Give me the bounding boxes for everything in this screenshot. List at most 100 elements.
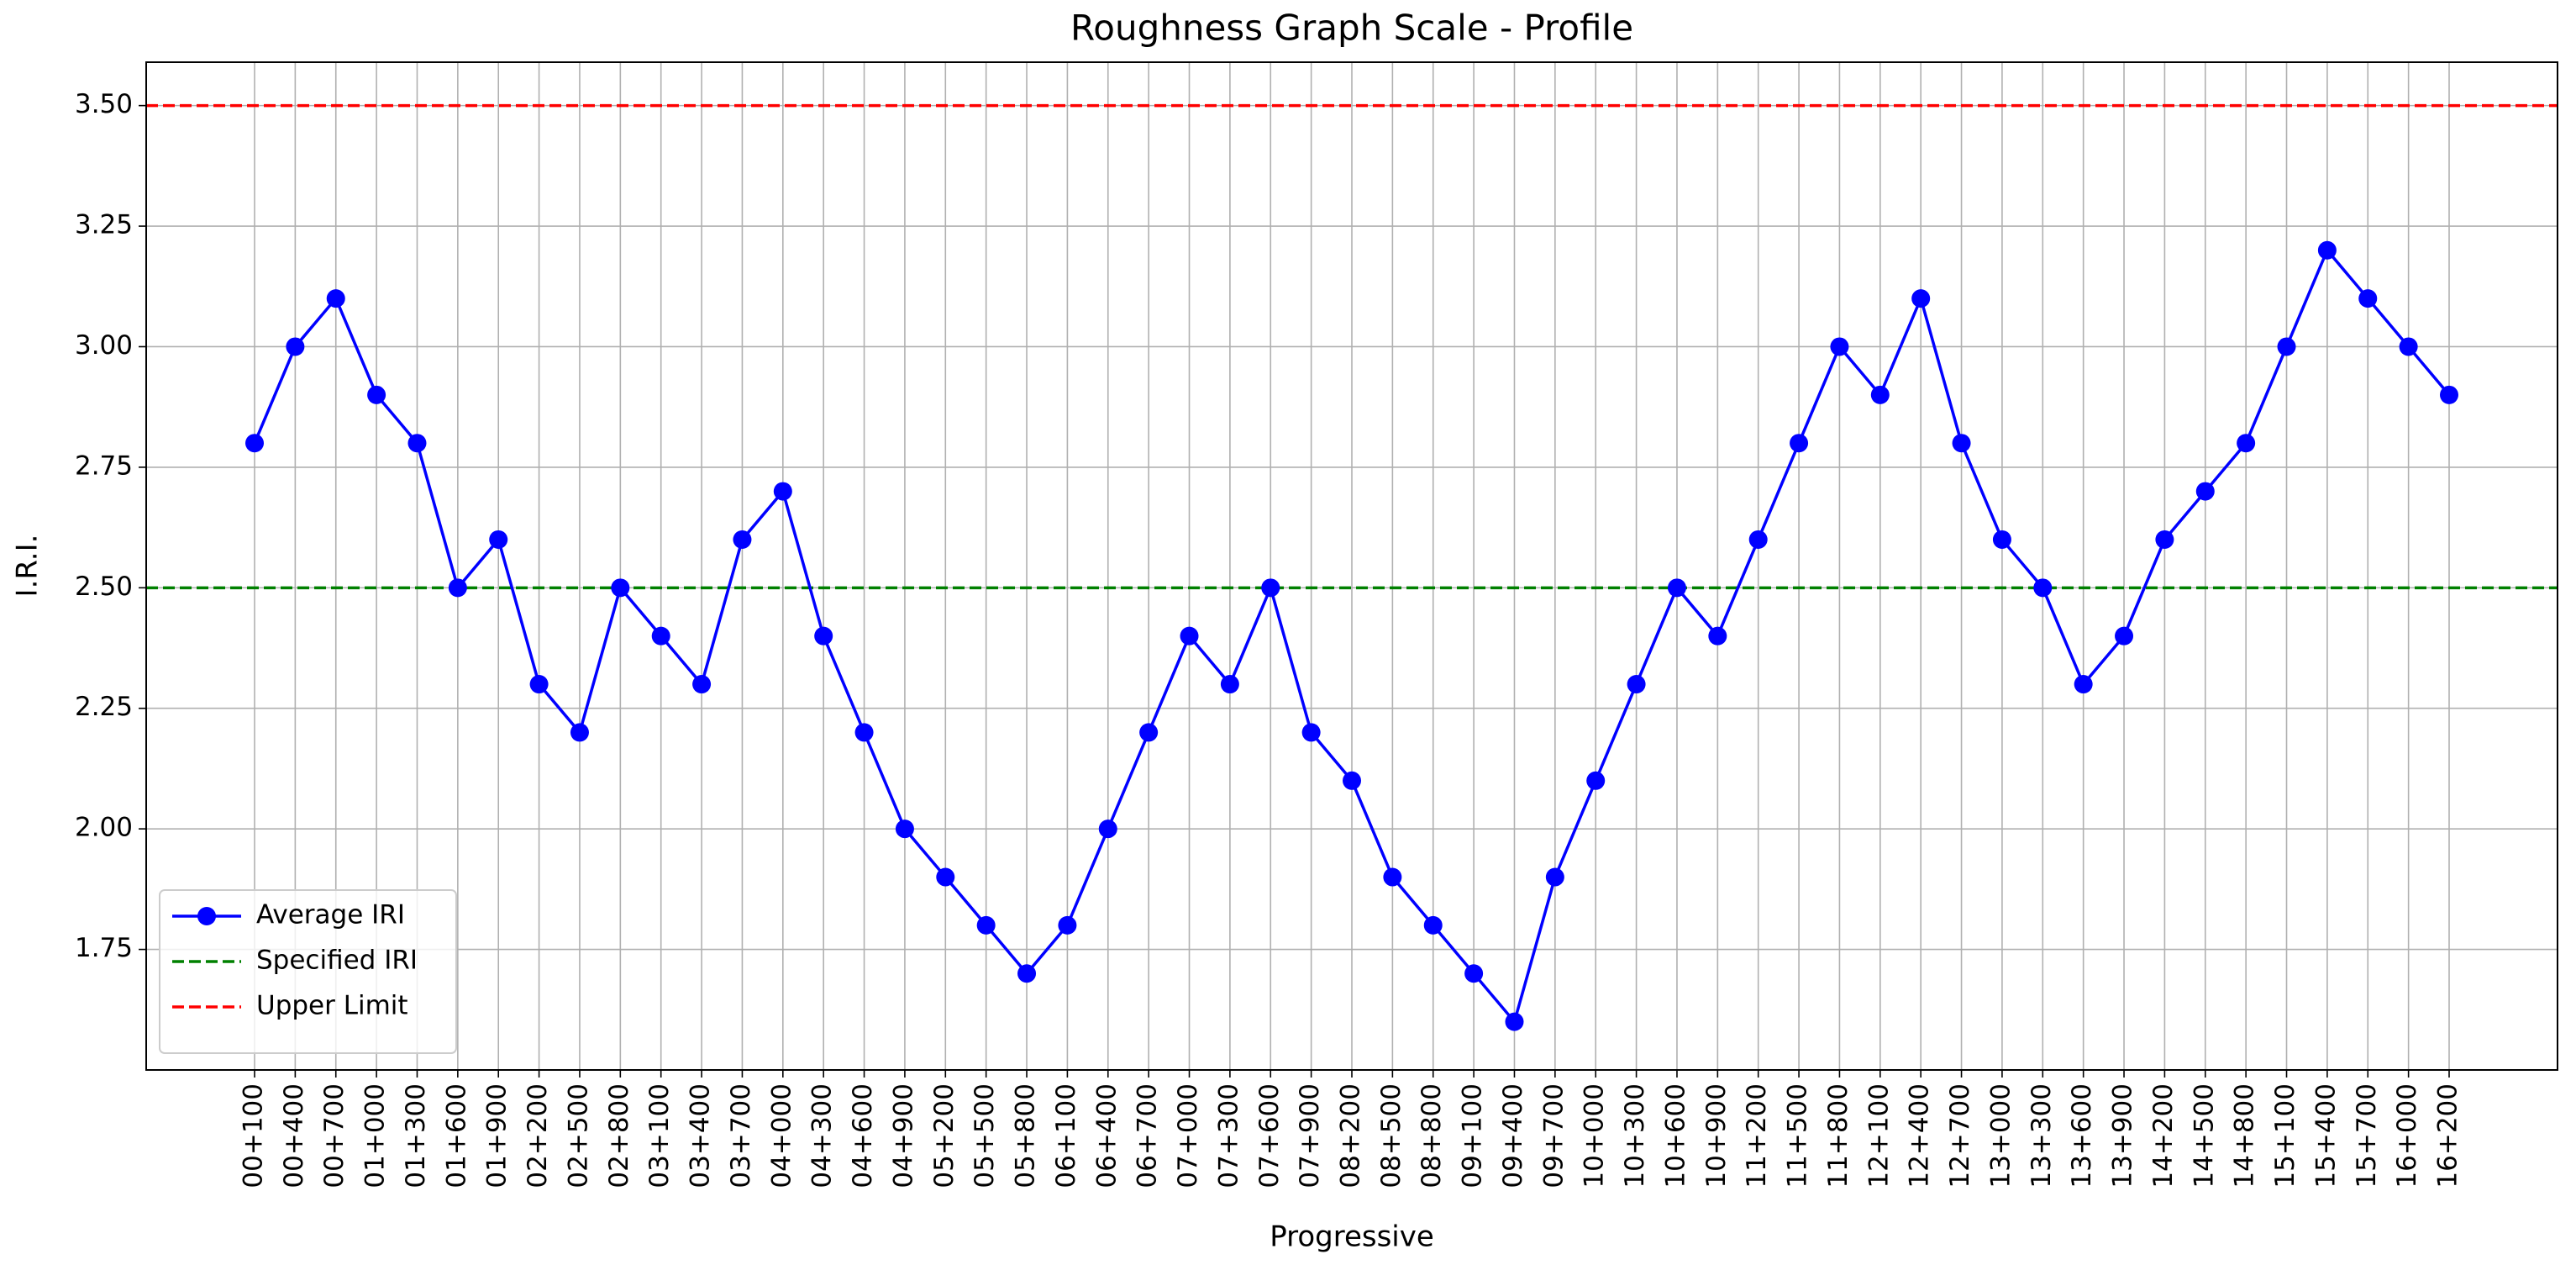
data-point [1058, 915, 1077, 935]
x-tick-label: 11+500 [1783, 1083, 1813, 1188]
y-tick-label: 2.50 [75, 572, 133, 602]
data-point [489, 530, 508, 549]
data-point [2237, 434, 2256, 453]
legend-marker [197, 907, 216, 925]
x-axis-label: Progressive [1270, 1220, 1434, 1254]
data-point [326, 289, 345, 308]
x-tick-label: 07+600 [1254, 1083, 1285, 1188]
x-tick-label: 03+100 [644, 1083, 675, 1188]
data-point [1139, 723, 1159, 742]
data-point [1790, 434, 1809, 453]
y-tick-label: 1.75 [75, 933, 133, 963]
y-tick-label: 3.00 [75, 330, 133, 361]
legend-label: Specified IRI [256, 946, 418, 976]
x-tick-label: 01+600 [441, 1083, 471, 1188]
data-point [1992, 530, 2011, 549]
x-tick-label: 12+100 [1864, 1083, 1894, 1188]
x-tick-label: 10+600 [1660, 1083, 1690, 1188]
data-point [1220, 675, 1239, 694]
x-tick-label: 01+900 [482, 1083, 513, 1188]
y-tick-label: 2.25 [75, 692, 133, 722]
x-tick-label: 15+700 [2352, 1083, 2382, 1188]
data-point [1952, 434, 1971, 453]
x-tick-label: 04+000 [766, 1083, 796, 1188]
data-point [1586, 771, 1606, 790]
data-point [2399, 337, 2418, 356]
data-point [529, 675, 549, 694]
legend-box [159, 889, 457, 1054]
x-tick-label: 04+900 [888, 1083, 918, 1188]
data-point [854, 723, 874, 742]
data-point [814, 626, 833, 646]
x-tick-label: 16+200 [2433, 1083, 2463, 1188]
data-point [692, 675, 712, 694]
plot-frame [145, 61, 2558, 1071]
x-tick-label: 03+400 [686, 1083, 716, 1188]
data-point [2115, 626, 2134, 646]
data-point [976, 915, 996, 935]
data-point [1505, 1012, 1524, 1031]
x-tick-label: 12+700 [1945, 1083, 1975, 1188]
y-tick-label: 3.25 [75, 210, 133, 240]
x-tick-label: 12+400 [1905, 1083, 1935, 1188]
data-point [936, 867, 955, 887]
data-point [245, 434, 264, 453]
x-tick-label: 10+900 [1701, 1083, 1732, 1188]
x-tick-label: 07+300 [1213, 1083, 1243, 1188]
data-point [1464, 964, 1484, 983]
data-point [1261, 578, 1280, 598]
data-point [1180, 626, 1199, 646]
data-point [1098, 819, 1117, 839]
x-tick-label: 15+100 [2270, 1083, 2300, 1188]
data-point [2195, 482, 2215, 501]
data-point [1830, 337, 1849, 356]
x-tick-label: 05+800 [1011, 1083, 1041, 1188]
y-tick-label: 2.00 [75, 813, 133, 843]
data-point [2033, 578, 2053, 598]
x-tick-label: 11+800 [1823, 1083, 1853, 1188]
x-tick-label: 05+500 [970, 1083, 1000, 1188]
x-tick-label: 13+900 [2108, 1083, 2138, 1188]
data-point [611, 578, 630, 598]
x-tick-label: 11+200 [1742, 1083, 1772, 1188]
x-tick-label: 02+500 [563, 1083, 593, 1188]
x-tick-label: 03+700 [726, 1083, 756, 1188]
data-point [895, 819, 914, 839]
data-point [2074, 675, 2093, 694]
data-point [1708, 626, 1727, 646]
data-point [1627, 675, 1646, 694]
data-point [1301, 723, 1321, 742]
x-tick-label: 06+100 [1051, 1083, 1081, 1188]
data-point [2155, 530, 2174, 549]
x-tick-label: 13+000 [1985, 1083, 2016, 1188]
x-tick-label: 13+600 [2067, 1083, 2097, 1188]
data-point [651, 626, 670, 646]
x-tick-label: 08+500 [1376, 1083, 1406, 1188]
x-tick-label: 00+100 [239, 1083, 269, 1188]
x-tick-label: 10+300 [1620, 1083, 1650, 1188]
x-tick-label: 05+200 [929, 1083, 959, 1188]
data-point [2358, 289, 2378, 308]
data-point [1423, 915, 1443, 935]
x-tick-label: 09+100 [1458, 1083, 1488, 1188]
data-point [367, 385, 386, 404]
y-tick-label: 3.50 [75, 89, 133, 119]
x-tick-label: 08+200 [1336, 1083, 1366, 1188]
x-tick-label: 09+700 [1538, 1083, 1569, 1188]
x-tick-label: 14+200 [2148, 1083, 2179, 1188]
data-point [1748, 530, 1768, 549]
x-tick-label: 07+000 [1173, 1083, 1203, 1188]
x-tick-label: 04+300 [807, 1083, 838, 1188]
data-point [773, 482, 792, 501]
x-tick-label: 00+400 [279, 1083, 309, 1188]
x-tick-label: 09+400 [1498, 1083, 1528, 1188]
data-point [1667, 578, 1686, 598]
data-point [733, 530, 752, 549]
x-tick-label: 08+800 [1417, 1083, 1447, 1188]
x-tick-label: 07+900 [1295, 1083, 1325, 1188]
data-point [407, 434, 427, 453]
data-point [1017, 964, 1037, 983]
x-tick-label: 13+300 [2027, 1083, 2057, 1188]
